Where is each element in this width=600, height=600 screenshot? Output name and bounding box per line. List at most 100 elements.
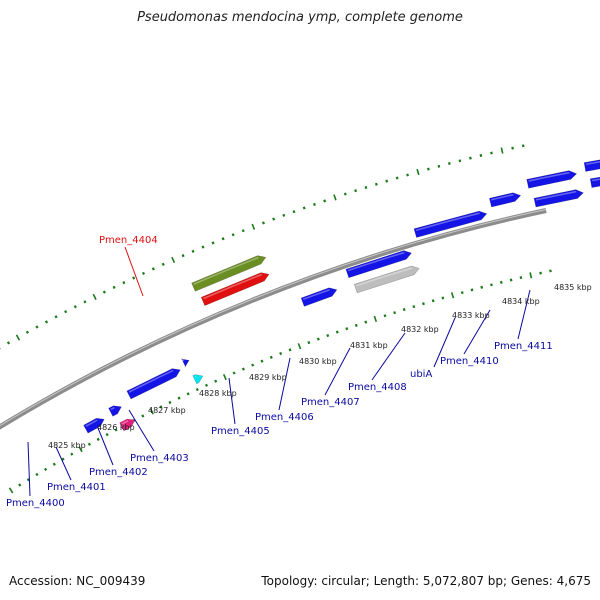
tick-inner-10 (96, 437, 100, 442)
gene-arrow-pmen-4407 (413, 210, 488, 238)
gene-arrow-pmen-4406-shine (347, 251, 405, 272)
tick-inner-7 (70, 452, 74, 456)
tick-inner-46 (431, 299, 435, 303)
tick-outer-38 (312, 202, 316, 206)
tick-inner-32 (297, 343, 302, 350)
scale-label-kbp-4835: 4835 kbp (554, 283, 592, 292)
gene-arrow-ubia-shine (528, 171, 570, 182)
gene-arrow-pmen-4408-shine (491, 193, 514, 201)
tick-outer-10 (35, 325, 39, 329)
tick-outer-42 (354, 189, 358, 193)
tick-inner-51 (480, 285, 484, 289)
connector-pmen-4406 (278, 357, 291, 411)
gene-arrow-a-shine (85, 419, 98, 427)
gene-label-ubia[interactable]: ubiA (410, 369, 432, 380)
scale-label-kbp-4832: 4832 kbp (401, 325, 439, 334)
tick-inner-44 (412, 305, 416, 309)
tick-inner-5 (52, 462, 56, 466)
scale-label-kbp-4825: 4825 kbp (48, 441, 86, 450)
gene-label-pmen-4404[interactable]: Pmen_4404 (99, 235, 158, 246)
scale-label-kbp-4829: 4829 kbp (249, 373, 287, 382)
tick-inner-55 (519, 276, 523, 280)
scale-label-kbp-4833: 4833 kbp (452, 311, 490, 320)
gene-label-pmen-4401[interactable]: Pmen_4401 (47, 482, 106, 493)
tick-outer-23 (161, 262, 165, 266)
tick-inner-50 (470, 288, 474, 292)
gene-label-pmen-4402[interactable]: Pmen_4402 (89, 467, 148, 478)
tick-inner-6 (61, 457, 65, 461)
connector-ubia (433, 317, 456, 368)
gene-arrow-pmen-4407-shine (415, 212, 480, 232)
tick-outer-32 (251, 223, 256, 230)
tick-inner-1 (18, 483, 22, 487)
tick-outer-33 (261, 221, 265, 225)
gene-label-pmen-4400[interactable]: Pmen_4400 (6, 498, 65, 509)
tick-inner-19 (177, 396, 181, 400)
tick-inner-52 (490, 283, 493, 287)
gene-olive (191, 255, 267, 292)
tick-outer-17 (102, 290, 106, 294)
gene-arrow-small-shine (181, 359, 185, 362)
gene-arrow-pmen-4405-shine (302, 288, 331, 301)
tick-inner-53 (499, 280, 503, 284)
scale-label-kbp-4830: 4830 kbp (299, 357, 337, 366)
gene-label-pmen-4403[interactable]: Pmen_4403 (130, 453, 189, 464)
tick-outer-12 (54, 315, 58, 319)
tick-outer-30 (231, 233, 235, 237)
tick-outer-47 (406, 173, 409, 177)
tick-outer-34 (272, 217, 276, 221)
gene-arrow-a (83, 417, 105, 434)
tick-inner-41 (383, 314, 387, 318)
scale-labels: 4825 kbp 4826 kbp 4827 kbp 4828 kbp 4829 kbp… (48, 283, 592, 450)
tick-inner-16 (149, 408, 154, 415)
tick-inner-49 (460, 291, 464, 295)
tick-inner-42 (393, 311, 397, 315)
tick-inner-27 (251, 363, 255, 367)
gene-features (83, 159, 600, 434)
tick-outer-24 (171, 256, 176, 264)
gene-arrow-ubia (526, 170, 578, 189)
scale-label-kbp-4827: 4827 kbp (148, 406, 186, 415)
gene-arrow-pmen-4402-shine (128, 369, 174, 393)
gene-arrow-b-shine (110, 406, 115, 411)
connector-pmen-4408 (371, 332, 406, 381)
tick-outer-20 (132, 276, 136, 280)
tick-outer-14 (73, 305, 77, 309)
tick-inner-15 (141, 414, 145, 418)
tick-outer-50 (437, 164, 441, 168)
tick-outer-58 (521, 144, 525, 148)
gene-label-pmen-4406[interactable]: Pmen_4406 (255, 412, 314, 423)
connector-pmen-4401 (55, 446, 72, 481)
connector-pmen-4407 (324, 347, 351, 396)
gene-arrow-small (180, 358, 190, 368)
tick-outer-22 (151, 267, 155, 271)
connector-pmen-4410 (463, 309, 491, 355)
tick-outer-35 (282, 213, 286, 217)
gene-label-pmen-4410[interactable]: Pmen_4410 (440, 356, 499, 367)
gene-label-pmen-4411[interactable]: Pmen_4411 (494, 341, 553, 352)
tick-outer-54 (479, 154, 483, 158)
tick-outer-15 (83, 300, 87, 304)
connector-pmen-4402 (97, 427, 114, 466)
tick-outer-51 (447, 161, 451, 166)
gene-gray (353, 265, 420, 294)
gene-label-pmen-4408[interactable]: Pmen_4408 (348, 382, 407, 393)
tick-outer-31 (241, 229, 245, 233)
tick-outer-49 (427, 167, 430, 171)
gene-label-pmen-4405[interactable]: Pmen_4405 (211, 426, 270, 437)
tick-inner-2 (26, 478, 30, 482)
gene-arrow-b (108, 405, 122, 417)
gene-arrow-pmen-4410-2-shine (591, 178, 600, 182)
gene-label-pmen-4407[interactable]: Pmen_4407 (301, 397, 360, 408)
backbone-highlight (0, 209, 547, 427)
tick-inner-39 (364, 320, 368, 324)
tick-inner-54 (509, 278, 513, 282)
tick-inner-40 (373, 315, 378, 323)
accession-label: Accession: NC_009439 (9, 574, 146, 588)
tick-outer-28 (211, 241, 215, 245)
tick-outer-53 (469, 156, 472, 160)
gene-arrow-pmen-4406 (345, 250, 413, 279)
tick-outer-55 (490, 151, 493, 155)
tick-inner-29 (269, 355, 273, 359)
